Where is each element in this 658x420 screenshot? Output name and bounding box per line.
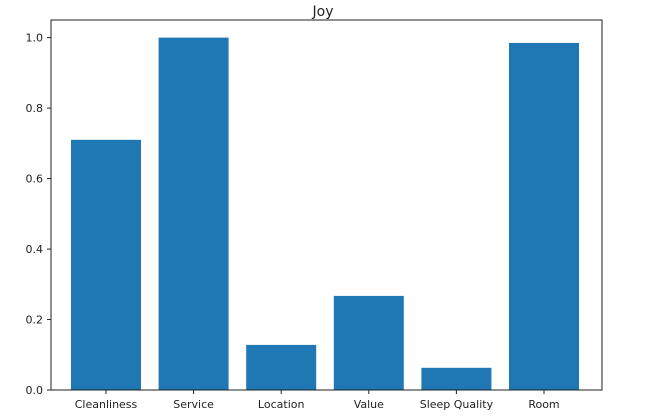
plot-frame bbox=[50, 19, 603, 391]
y-tick-label: 0.4 bbox=[26, 243, 44, 256]
x-tick-label: Room bbox=[528, 398, 559, 411]
bar-value bbox=[333, 295, 404, 390]
y-tick-label: 0.6 bbox=[26, 173, 44, 186]
x-tick-label: Cleanliness bbox=[75, 398, 138, 411]
bar-cleanliness bbox=[71, 139, 141, 390]
bar-sleep-quality bbox=[421, 367, 492, 390]
y-tick-label: 1.0 bbox=[26, 32, 44, 45]
x-axis: Cleanliness Service Location Value Sleep Qua… bbox=[75, 390, 560, 411]
x-tick-label: Location bbox=[258, 398, 305, 411]
bar-location bbox=[246, 344, 317, 390]
bars-group bbox=[71, 37, 579, 391]
y-tick-label: 0.8 bbox=[26, 102, 44, 115]
x-tick-label: Sleep Quality bbox=[420, 398, 494, 411]
y-tick-label: 0.2 bbox=[26, 314, 44, 327]
y-axis: 0.0 0.2 0.4 0.6 0.8 1.0 bbox=[26, 32, 51, 397]
chart-title: Joy bbox=[312, 4, 334, 20]
bar-room bbox=[509, 42, 579, 391]
x-tick-label: Service bbox=[173, 398, 214, 411]
bar-service bbox=[158, 37, 229, 391]
y-tick-label: 0.0 bbox=[26, 384, 44, 397]
x-tick-label: Value bbox=[354, 398, 384, 411]
